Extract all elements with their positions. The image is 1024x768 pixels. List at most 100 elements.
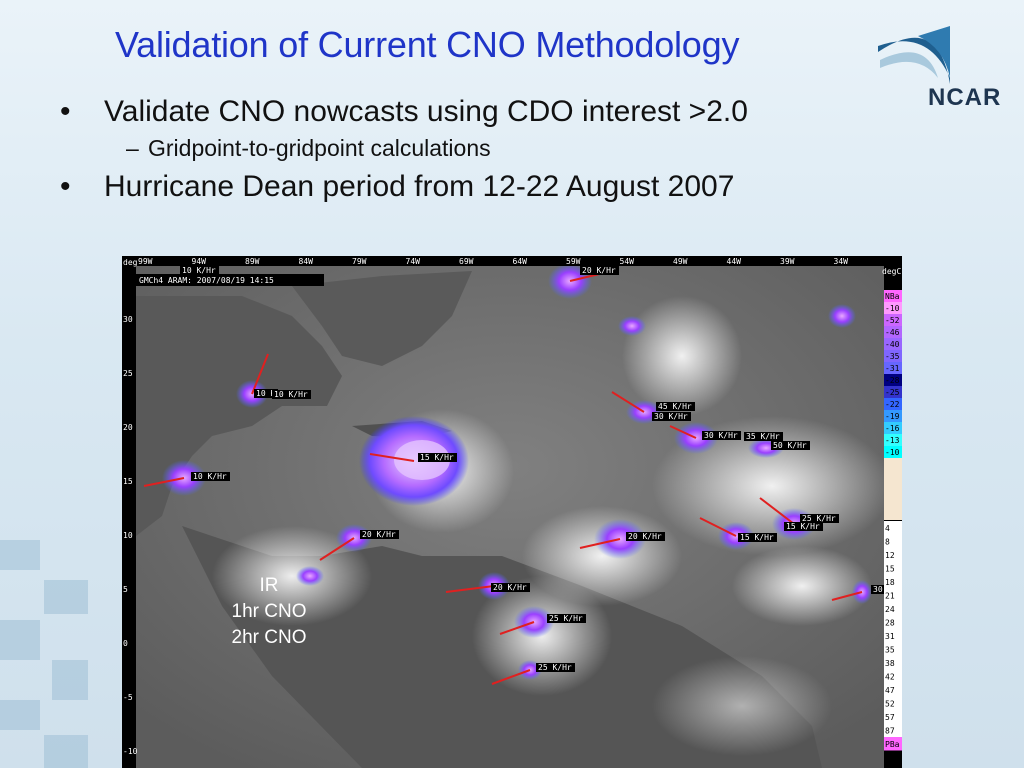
lat-label: 20 — [123, 423, 133, 432]
scale-swatch — [884, 302, 902, 314]
scale-label: -25 — [885, 388, 900, 397]
scale-label: -40 — [885, 340, 900, 349]
scale-swatch — [884, 723, 902, 737]
scale-label: 12 — [885, 551, 895, 560]
scale-swatch — [884, 548, 902, 562]
storm-label-box — [871, 585, 885, 594]
logo-text: NCAR — [928, 84, 1002, 111]
scale-label: 38 — [885, 659, 895, 668]
scale-swatch — [884, 314, 902, 326]
storm-speed-label: 30 K/Hr — [704, 431, 738, 440]
lat-label: -10 — [123, 747, 138, 756]
scale-swatch — [884, 362, 902, 374]
storm-speed-label: 50 K/Hr — [773, 441, 807, 450]
storm-speed-label: 10 K/Hr — [182, 266, 216, 275]
scale-swatch — [884, 434, 902, 446]
lon-label: 59W — [566, 257, 581, 266]
scale-swatch — [884, 338, 902, 350]
scale-label: -13 — [885, 436, 900, 445]
scale-swatch — [884, 326, 902, 338]
scale-label: -28 — [885, 376, 900, 385]
scale-label: -52 — [885, 316, 900, 325]
scale-swatch — [884, 629, 902, 643]
scale-swatch — [884, 374, 902, 386]
scale-label: -46 — [885, 328, 900, 337]
storm-label-box — [418, 453, 457, 462]
scale-label: -10 — [885, 304, 900, 313]
storm-label-box — [180, 266, 219, 275]
scale-label: 52 — [885, 700, 895, 709]
storm-speed-label: 20 K/Hr — [628, 532, 662, 541]
scale-label: -31 — [885, 364, 900, 373]
lon-label: 94W — [192, 257, 207, 266]
legend-2hr-cno: 2hr CNO — [231, 627, 307, 648]
storm-label-box — [744, 432, 783, 441]
lon-label: 34W — [834, 257, 849, 266]
storm-speed-label: 35 K/Hr — [746, 432, 780, 441]
storm-label-box — [360, 530, 399, 539]
storm-label-box — [547, 614, 586, 623]
storm-speed-label: 15 K/Hr — [420, 453, 454, 462]
land-mexico — [136, 296, 342, 536]
storm-speed-label: 25 K/Hr — [802, 514, 836, 523]
scale-swatch — [884, 696, 902, 710]
scale-label: -35 — [885, 352, 900, 361]
scale-label: 35 — [885, 646, 895, 655]
storm-label-box — [784, 522, 823, 531]
scale-swatch — [884, 446, 902, 458]
bullet-item: Hurricane Dean period from 12-22 August … — [60, 170, 748, 204]
scale-swatch — [884, 737, 902, 751]
storm-speed-label: 30 K/Hr — [654, 412, 688, 421]
scale-swatch — [884, 561, 902, 575]
scale-swatch — [884, 642, 902, 656]
storm-label-box — [254, 389, 278, 398]
lat-label: 10 — [123, 531, 133, 540]
corner-left-label: deg — [123, 258, 138, 267]
slide-title: Validation of Current CNO Methodology — [115, 24, 740, 65]
scale-label: 47 — [885, 686, 895, 695]
lat-label: 30 — [123, 315, 133, 324]
scale-swatch — [884, 521, 902, 535]
storm-label-box — [800, 514, 839, 523]
storm-label-box — [771, 441, 810, 450]
latitude-labels: 30 25 20 15 10 5 0 -5 -10 — [123, 315, 138, 756]
lon-label: 49W — [673, 257, 688, 266]
lon-label: 99W — [138, 257, 153, 266]
storm-label-box — [272, 390, 311, 399]
scale-label: -19 — [885, 412, 900, 421]
storm-label-box — [536, 663, 575, 672]
storm-label-box — [656, 402, 695, 411]
lon-label: 79W — [352, 257, 367, 266]
lat-label: 5 — [123, 585, 128, 594]
storm-speed-label: 20 K/Hr — [362, 530, 396, 539]
lat-label: 15 — [123, 477, 133, 486]
lon-label: 69W — [459, 257, 474, 266]
scale-label: 8 — [885, 538, 890, 547]
storm-speed-label: 30 — [873, 585, 883, 594]
scale-label: -22 — [885, 400, 900, 409]
scale-label: 24 — [885, 605, 895, 614]
storm-speed-label: 25 K/Hr — [538, 663, 572, 672]
scale-swatch — [884, 615, 902, 629]
storm-label-box — [191, 472, 230, 481]
scale-swatch — [884, 575, 902, 589]
lat-label: 25 — [123, 369, 133, 378]
storm-label-box — [580, 266, 619, 275]
land-usa — [292, 271, 472, 366]
scale-swatch — [884, 386, 902, 398]
lon-label: 74W — [406, 257, 421, 266]
legend-1hr-cno: 1hr CNO — [231, 601, 307, 622]
scale-label: 31 — [885, 632, 895, 641]
legend-ir: IR — [259, 575, 279, 596]
storm-label-box — [702, 431, 741, 440]
scale-label: 28 — [885, 619, 895, 628]
lon-label: 54W — [620, 257, 635, 266]
scale-label: -16 — [885, 424, 900, 433]
lat-label: 0 — [123, 639, 128, 648]
scale-swatch — [884, 669, 902, 683]
storm-label-box — [652, 412, 691, 421]
storm-speed-label: 20 K/Hr — [493, 583, 527, 592]
scale-label: 42 — [885, 673, 895, 682]
bullet-list: Validate CNO nowcasts using CDO interest… — [60, 95, 748, 204]
